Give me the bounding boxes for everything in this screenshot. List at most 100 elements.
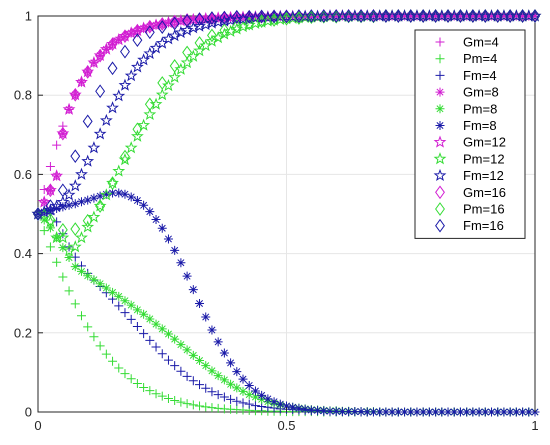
- data-point: [81, 154, 95, 167]
- data-point: [437, 407, 447, 417]
- data-point: [188, 285, 198, 295]
- legend-label: Gm=16: [463, 185, 506, 200]
- data-point: [406, 407, 416, 417]
- data-point: [120, 31, 130, 41]
- data-point: [101, 283, 111, 293]
- data-point: [76, 311, 86, 321]
- data-point: [468, 11, 478, 21]
- data-point: [350, 407, 360, 417]
- data-point: [269, 9, 280, 24]
- data-point: [468, 407, 478, 417]
- data-point: [306, 405, 316, 415]
- data-point: [95, 279, 105, 289]
- data-point: [244, 399, 254, 409]
- data-point: [87, 56, 101, 69]
- data-point: [232, 383, 242, 393]
- data-point: [343, 9, 354, 23]
- data-point: [412, 407, 422, 417]
- data-point: [269, 397, 279, 407]
- data-point: [238, 398, 248, 408]
- data-point: [518, 407, 528, 417]
- legend-marker: [435, 121, 445, 130]
- data-point: [350, 11, 360, 21]
- data-point: [87, 141, 101, 154]
- data-point: [151, 389, 161, 399]
- data-point: [474, 407, 484, 417]
- data-point: [87, 210, 101, 223]
- data-point: [213, 390, 223, 400]
- data-point: [356, 9, 366, 23]
- data-point: [120, 149, 130, 164]
- data-point: [112, 164, 126, 177]
- data-point: [505, 9, 516, 23]
- data-point: [155, 88, 169, 101]
- data-point: [207, 403, 217, 413]
- data-point: [499, 407, 509, 417]
- data-point: [393, 11, 403, 21]
- data-point: [511, 407, 521, 417]
- data-point: [387, 407, 397, 417]
- data-point: [282, 401, 291, 411]
- data-point: [207, 325, 217, 335]
- series-fm-16: [33, 9, 540, 221]
- data-point: [231, 19, 242, 34]
- y-tick-label: 0.8: [14, 88, 32, 103]
- data-point: [64, 200, 74, 210]
- data-point: [325, 11, 335, 21]
- data-point: [132, 196, 142, 206]
- data-point: [95, 48, 106, 63]
- data-point: [75, 231, 88, 244]
- data-point: [331, 406, 341, 416]
- data-point: [64, 104, 74, 114]
- data-point: [75, 75, 88, 88]
- data-point: [462, 407, 472, 417]
- series-gm-8: [33, 11, 540, 219]
- data-point: [194, 12, 205, 27]
- data-point: [170, 396, 180, 406]
- data-point: [412, 11, 422, 21]
- data-point: [151, 20, 161, 30]
- axis-ticks: 0 0.2 0.4 0.6 0.8 1 0 0.5 1: [14, 9, 539, 434]
- data-point: [95, 191, 105, 201]
- data-point: [132, 305, 142, 315]
- data-point: [126, 28, 136, 38]
- data-point: [182, 399, 192, 409]
- data-point: [39, 197, 49, 207]
- data-point: [195, 356, 205, 366]
- data-point: [107, 176, 118, 190]
- data-point: [45, 242, 55, 252]
- y-tick-label: 1: [25, 9, 32, 24]
- data-point: [238, 12, 248, 22]
- data-point: [83, 67, 93, 77]
- data-point: [226, 379, 236, 389]
- data-point: [157, 349, 167, 359]
- data-point: [499, 11, 509, 21]
- data-point: [70, 199, 80, 209]
- data-point: [300, 404, 310, 414]
- data-point: [467, 9, 478, 23]
- x-tick-label: 0.5: [277, 418, 295, 433]
- legend-label: Gm=12: [463, 135, 506, 150]
- data-point: [157, 324, 167, 334]
- data-point: [306, 9, 317, 23]
- data-point: [62, 102, 76, 115]
- data-point: [137, 118, 151, 131]
- legend-label: Fm=16: [463, 218, 504, 233]
- data-point: [108, 287, 118, 297]
- data-point: [250, 386, 260, 396]
- data-point: [169, 16, 180, 31]
- data-point: [205, 16, 219, 29]
- data-point: [76, 77, 86, 87]
- legend-marker: [433, 135, 447, 148]
- data-point: [64, 253, 74, 263]
- data-point: [195, 14, 205, 24]
- data-point: [162, 78, 175, 92]
- data-point: [132, 33, 143, 48]
- data-point: [188, 15, 198, 25]
- data-point: [120, 29, 130, 44]
- data-point: [528, 9, 542, 22]
- data-point: [337, 11, 347, 21]
- data-point: [68, 179, 82, 192]
- data-point: [56, 195, 70, 208]
